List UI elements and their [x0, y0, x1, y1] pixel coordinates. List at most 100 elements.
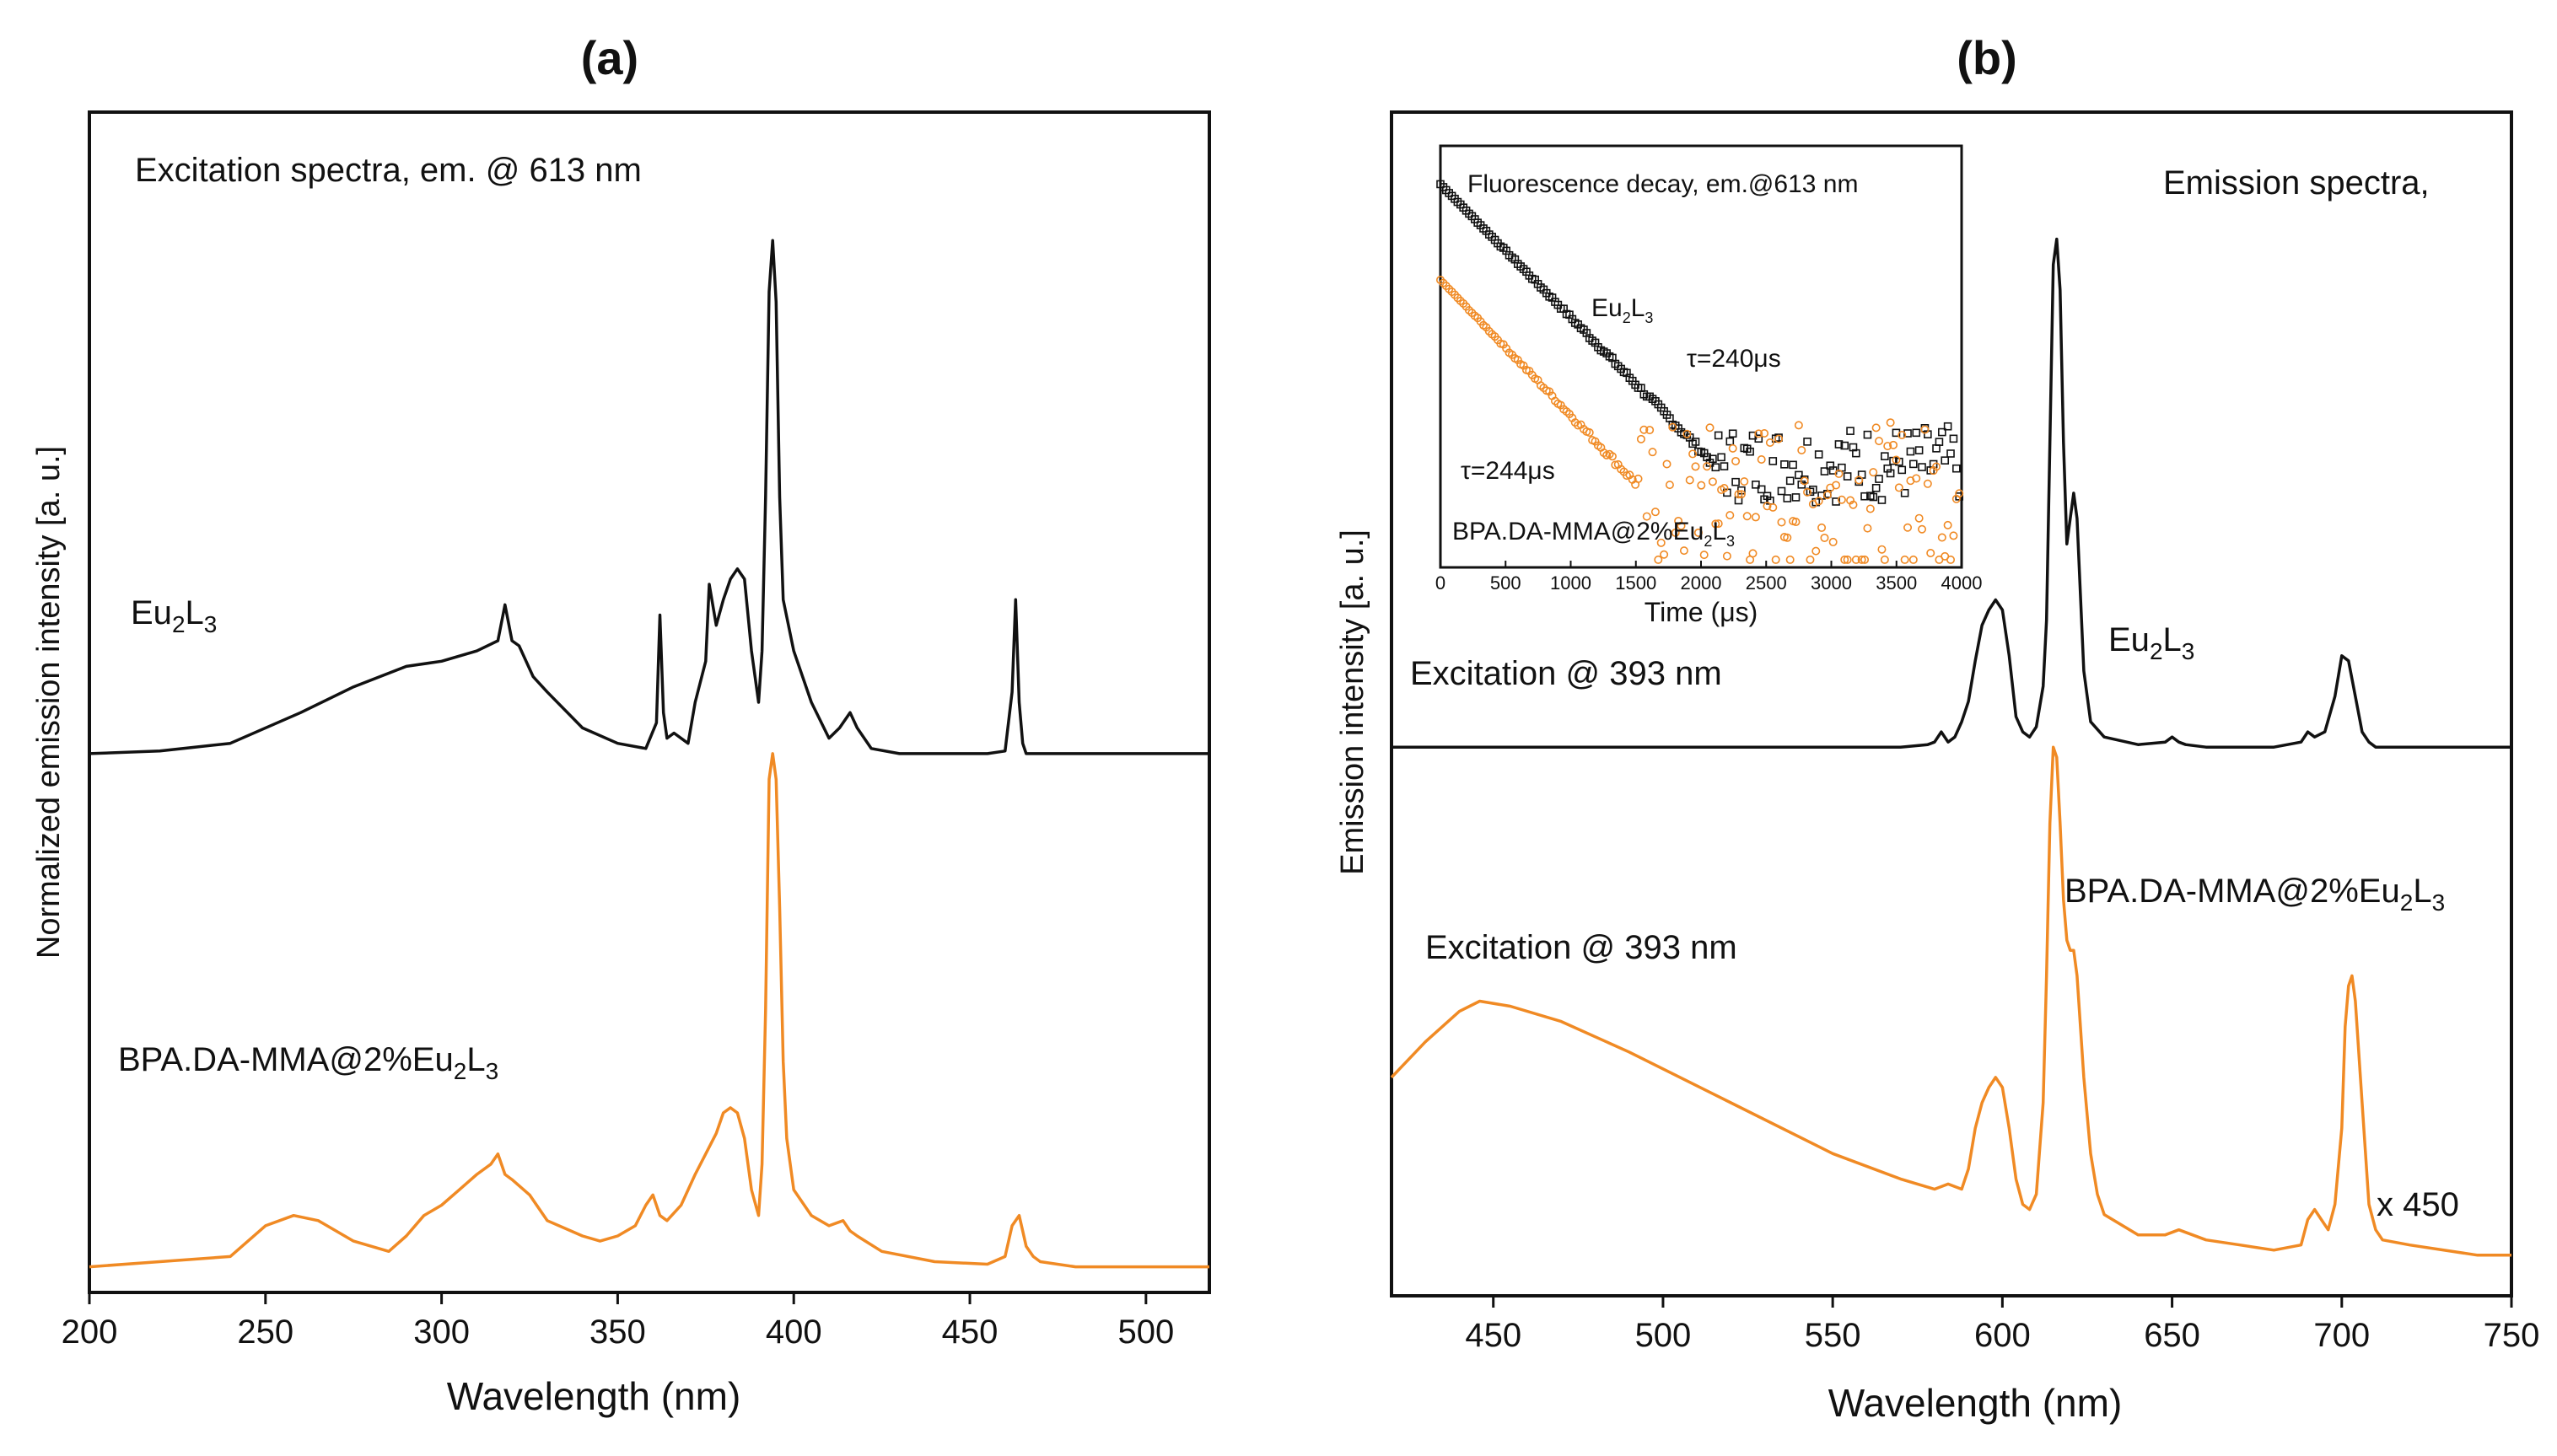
inset-point-bpa	[1705, 423, 1715, 433]
inset-point-eu2l3	[1834, 440, 1844, 449]
inset-label-bpa: BPA.DA-MMA@2%Eu2L3	[1452, 518, 1735, 550]
inset-point-eu2l3	[1780, 460, 1789, 469]
inset-point-bpa	[1685, 475, 1694, 485]
inset-point-eu2l3	[1725, 437, 1735, 446]
inset-point-bpa	[1828, 537, 1838, 546]
inset-point-bpa	[1714, 519, 1723, 529]
inset-point-bpa	[1771, 555, 1780, 564]
inset-point-eu2l3	[1903, 429, 1912, 438]
panel-b-x-tick-label: 550	[1805, 1317, 1861, 1354]
panel-a-x-tick-label: 350	[589, 1314, 646, 1351]
inset-point-bpa	[1671, 528, 1680, 537]
inset-point-bpa	[1834, 469, 1844, 478]
panel-a: (a) 200 250 300 350 400 450 500 Excitation spe…	[31, 31, 1211, 1418]
inset-frame	[1439, 144, 1963, 569]
inset-point-eu2l3	[1840, 441, 1849, 450]
inset-point-bpa	[1765, 438, 1774, 448]
inset-x-tick-label: 1000	[1550, 572, 1591, 594]
panel-b-x-tick-label: 450	[1465, 1317, 1521, 1354]
inset-x-tick-label: 0	[1435, 572, 1445, 594]
inset-point-bpa	[1754, 429, 1763, 438]
inset-point-eu2l3	[1789, 460, 1797, 470]
inset-point-bpa	[1697, 481, 1706, 490]
inset-point-eu2l3	[1791, 493, 1801, 502]
inset-point-eu2l3	[1886, 469, 1895, 478]
inset-point-bpa	[1889, 440, 1898, 449]
inset-point-eu2l3	[1863, 430, 1872, 439]
inset-tau-eu2l3: τ=240μs	[1687, 345, 1781, 373]
inset-x-tick-label: 3500	[1876, 572, 1917, 594]
inset-point-bpa	[1871, 423, 1881, 433]
panel-a-series-eu2l3	[89, 239, 1209, 755]
inset-title: Fluorescence decay, em.@613 nm	[1467, 170, 1858, 198]
inset-point-bpa	[1720, 483, 1729, 492]
inset-x-tick-label: 500	[1490, 572, 1521, 594]
inset-point-eu2l3	[1906, 447, 1915, 456]
inset-point-bpa	[1811, 546, 1821, 556]
panel-a-x-tick-label: 450	[942, 1314, 999, 1351]
inset-point-bpa	[1785, 555, 1795, 564]
inset-point-bpa	[1918, 524, 1927, 534]
inset-point-bpa	[1691, 462, 1700, 471]
inset-point-bpa	[1946, 555, 1956, 564]
inset-point-eu2l3	[1714, 431, 1723, 440]
inset-x-tick-label: 3000	[1811, 572, 1852, 594]
inset-point-eu2l3	[1946, 449, 1955, 458]
inset-point-eu2l3	[1757, 485, 1766, 494]
inset-point-eu2l3	[1795, 470, 1803, 480]
panel-a-y-axis-title: Normalized emission intensity [a. u.]	[31, 446, 67, 959]
inset-x-tick-label: 2500	[1746, 572, 1787, 594]
panel-b-x-tick-label: 700	[2313, 1317, 2370, 1354]
panel-a-title: Excitation spectra, em. @ 613 nm	[135, 152, 642, 189]
inset-point-bpa	[1760, 428, 1769, 438]
inset-point-bpa	[1639, 425, 1649, 434]
inset-point-bpa	[1722, 551, 1731, 561]
inset-label-eu2l3: Eu2L3	[1591, 294, 1653, 326]
inset-point-eu2l3	[1814, 450, 1823, 459]
inset-point-bpa	[1883, 442, 1892, 451]
inset-point-eu2l3	[1875, 475, 1883, 483]
panel-b-x-tick-label: 750	[2484, 1317, 2540, 1354]
inset-point-bpa	[1908, 555, 1918, 564]
inset-point-eu2l3	[1918, 463, 1926, 471]
inset-point-eu2l3	[1731, 477, 1740, 486]
inset-point-bpa	[1903, 523, 1913, 532]
inset-point-bpa	[1662, 459, 1671, 469]
inset-point-bpa	[1806, 555, 1815, 564]
inset-point-bpa	[1751, 513, 1760, 522]
inset-point-bpa	[1708, 477, 1717, 486]
inset-point-eu2l3	[1938, 427, 1946, 437]
inset-point-eu2l3	[1898, 465, 1907, 475]
inset-point-bpa	[1851, 555, 1860, 564]
inset-point-bpa	[1875, 437, 1884, 446]
inset-point-eu2l3	[1832, 497, 1840, 506]
panel-b-label-bpa: BPA.DA-MMA@2%Eu2L3	[2064, 873, 2445, 916]
inset-point-bpa	[1791, 518, 1801, 527]
inset-point-bpa	[1668, 422, 1677, 432]
inset-point-bpa	[1740, 477, 1749, 486]
inset-point-bpa	[1880, 555, 1889, 564]
inset-point-bpa	[1932, 462, 1941, 471]
inset-point-bpa	[1734, 490, 1743, 499]
inset-point-bpa	[1777, 518, 1786, 527]
inset-point-eu2l3	[1941, 456, 1950, 465]
inset-point-bpa	[1748, 549, 1758, 558]
panel-b-series-eu2l3	[1392, 237, 2511, 749]
inset-point-eu2l3	[1943, 422, 1952, 431]
inset-point-bpa	[1865, 504, 1875, 513]
panel-b-series-bpa	[1390, 745, 2511, 1257]
inset-point-eu2l3	[1768, 457, 1778, 465]
inset-point-eu2l3	[1871, 483, 1881, 492]
inset-point-bpa	[1894, 483, 1903, 492]
inset-point-eu2l3	[1952, 464, 1961, 473]
inset-point-bpa	[1665, 481, 1674, 490]
inset-point-bpa	[1892, 455, 1901, 465]
panel-b-traces	[1390, 237, 2511, 1257]
inset-point-eu2l3	[1852, 449, 1860, 458]
panel-a-series-bpa	[89, 752, 1209, 1269]
panel-b-note-bpa: Excitation @ 393 nm	[1425, 929, 1737, 966]
inset-point-bpa	[1656, 538, 1666, 547]
inset-point-bpa	[1943, 520, 1952, 529]
inset-point-bpa	[1854, 475, 1864, 485]
panel-a-x-tick-label: 400	[766, 1314, 822, 1351]
